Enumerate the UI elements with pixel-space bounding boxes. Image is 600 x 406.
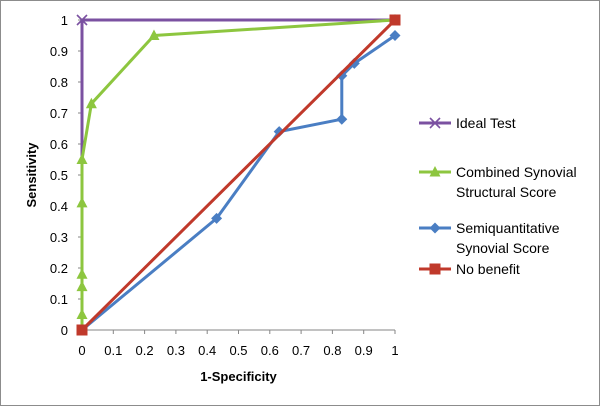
x-tick-label: 0.1 xyxy=(104,343,122,358)
legend-label: Synovial Score xyxy=(456,240,550,256)
y-tick-label: 1 xyxy=(61,13,68,28)
data-point-combined-synovial-structural-score xyxy=(76,268,88,279)
legend-label: No benefit xyxy=(456,261,520,277)
y-tick-label: 0.1 xyxy=(50,292,68,307)
x-tick-label: 0.9 xyxy=(355,343,373,358)
data-point-semiquantitative-synovial-score xyxy=(211,212,223,224)
y-axis-title: Sensitivity xyxy=(24,142,39,208)
data-point-semiquantitative-synovial-score xyxy=(348,57,360,69)
data-point-combined-synovial-structural-score xyxy=(148,29,160,40)
data-point-combined-synovial-structural-score xyxy=(76,153,88,164)
series-line-no-benefit xyxy=(80,18,397,332)
legend-swatch-marker xyxy=(429,166,441,177)
y-tick-label: 0.2 xyxy=(50,261,68,276)
legend-swatch-marker xyxy=(429,222,441,234)
x-tick-label: 0 xyxy=(78,343,85,358)
y-tick-label: 0.9 xyxy=(50,44,68,59)
x-tick-label: 0.7 xyxy=(292,343,310,358)
x-tick-label: 0.4 xyxy=(198,343,216,358)
data-point-ideal-test xyxy=(76,14,88,26)
data-point-semiquantitative-synovial-score xyxy=(336,70,348,82)
legend-swatch-marker xyxy=(429,117,441,129)
x-tick-label: 1 xyxy=(391,343,398,358)
x-tick-label: 0.8 xyxy=(323,343,341,358)
series-line-semiquantitative-synovial-score xyxy=(81,34,396,332)
x-tick-label: 0.5 xyxy=(229,343,247,358)
legend-label: Semiquantitative xyxy=(456,220,560,236)
data-point-combined-synovial-structural-score xyxy=(76,308,88,319)
y-tick-label: 0.4 xyxy=(50,199,68,214)
data-point-semiquantitative-synovial-score xyxy=(389,30,401,41)
data-point-no-benefit xyxy=(389,14,401,26)
legend-item-ideal-test: Ideal Test xyxy=(419,115,516,131)
series-no-benefit xyxy=(76,14,401,336)
x-axis-title: 1-Specificity xyxy=(200,369,277,384)
legend-item-no-benefit: No benefit xyxy=(419,261,520,277)
legend: Ideal Test Combined Synovial Structural Sc… xyxy=(419,115,577,277)
x-tick-labels: 0 0.1 0.2 0.3 0.4 0.5 0.6 0.7 0.8 0.9 1 xyxy=(78,330,399,358)
legend-swatch-marker xyxy=(429,263,441,275)
data-point-no-benefit xyxy=(76,324,88,336)
data-point-combined-synovial-structural-score xyxy=(85,97,97,109)
y-tick-label: 0 xyxy=(61,323,68,338)
y-tick-label: 0.7 xyxy=(50,106,68,121)
data-point-semiquantitative-synovial-score xyxy=(336,113,348,125)
y-tick-label: 0.8 xyxy=(50,75,68,90)
legend-label: Structural Score xyxy=(456,184,557,200)
x-tick-label: 0.2 xyxy=(136,343,154,358)
series-layer xyxy=(76,14,401,336)
legend-item-combined-synovial-structural-score: Combined Synovial Structural Score xyxy=(419,164,577,200)
data-point-semiquantitative-synovial-score xyxy=(273,126,285,138)
y-tick-label: 0.3 xyxy=(50,230,68,245)
legend-label: Combined Synovial xyxy=(456,164,577,180)
legend-item-semiquantitative-synovial-score: Semiquantitative Synovial Score xyxy=(419,220,560,256)
x-tick-label: 0.6 xyxy=(261,343,279,358)
data-point-combined-synovial-structural-score xyxy=(76,196,88,208)
legend-label: Ideal Test xyxy=(456,115,516,131)
y-tick-label: 0.6 xyxy=(50,137,68,152)
data-point-combined-synovial-structural-score xyxy=(76,280,88,292)
series-semiquantitative-synovial-score xyxy=(76,30,401,336)
x-tick-label: 0.3 xyxy=(167,343,185,358)
y-tick-label: 0.5 xyxy=(50,168,68,183)
y-tick-labels: 0 0.1 0.2 0.3 0.4 0.5 0.6 0.7 0.8 0.9 1 xyxy=(50,13,82,338)
